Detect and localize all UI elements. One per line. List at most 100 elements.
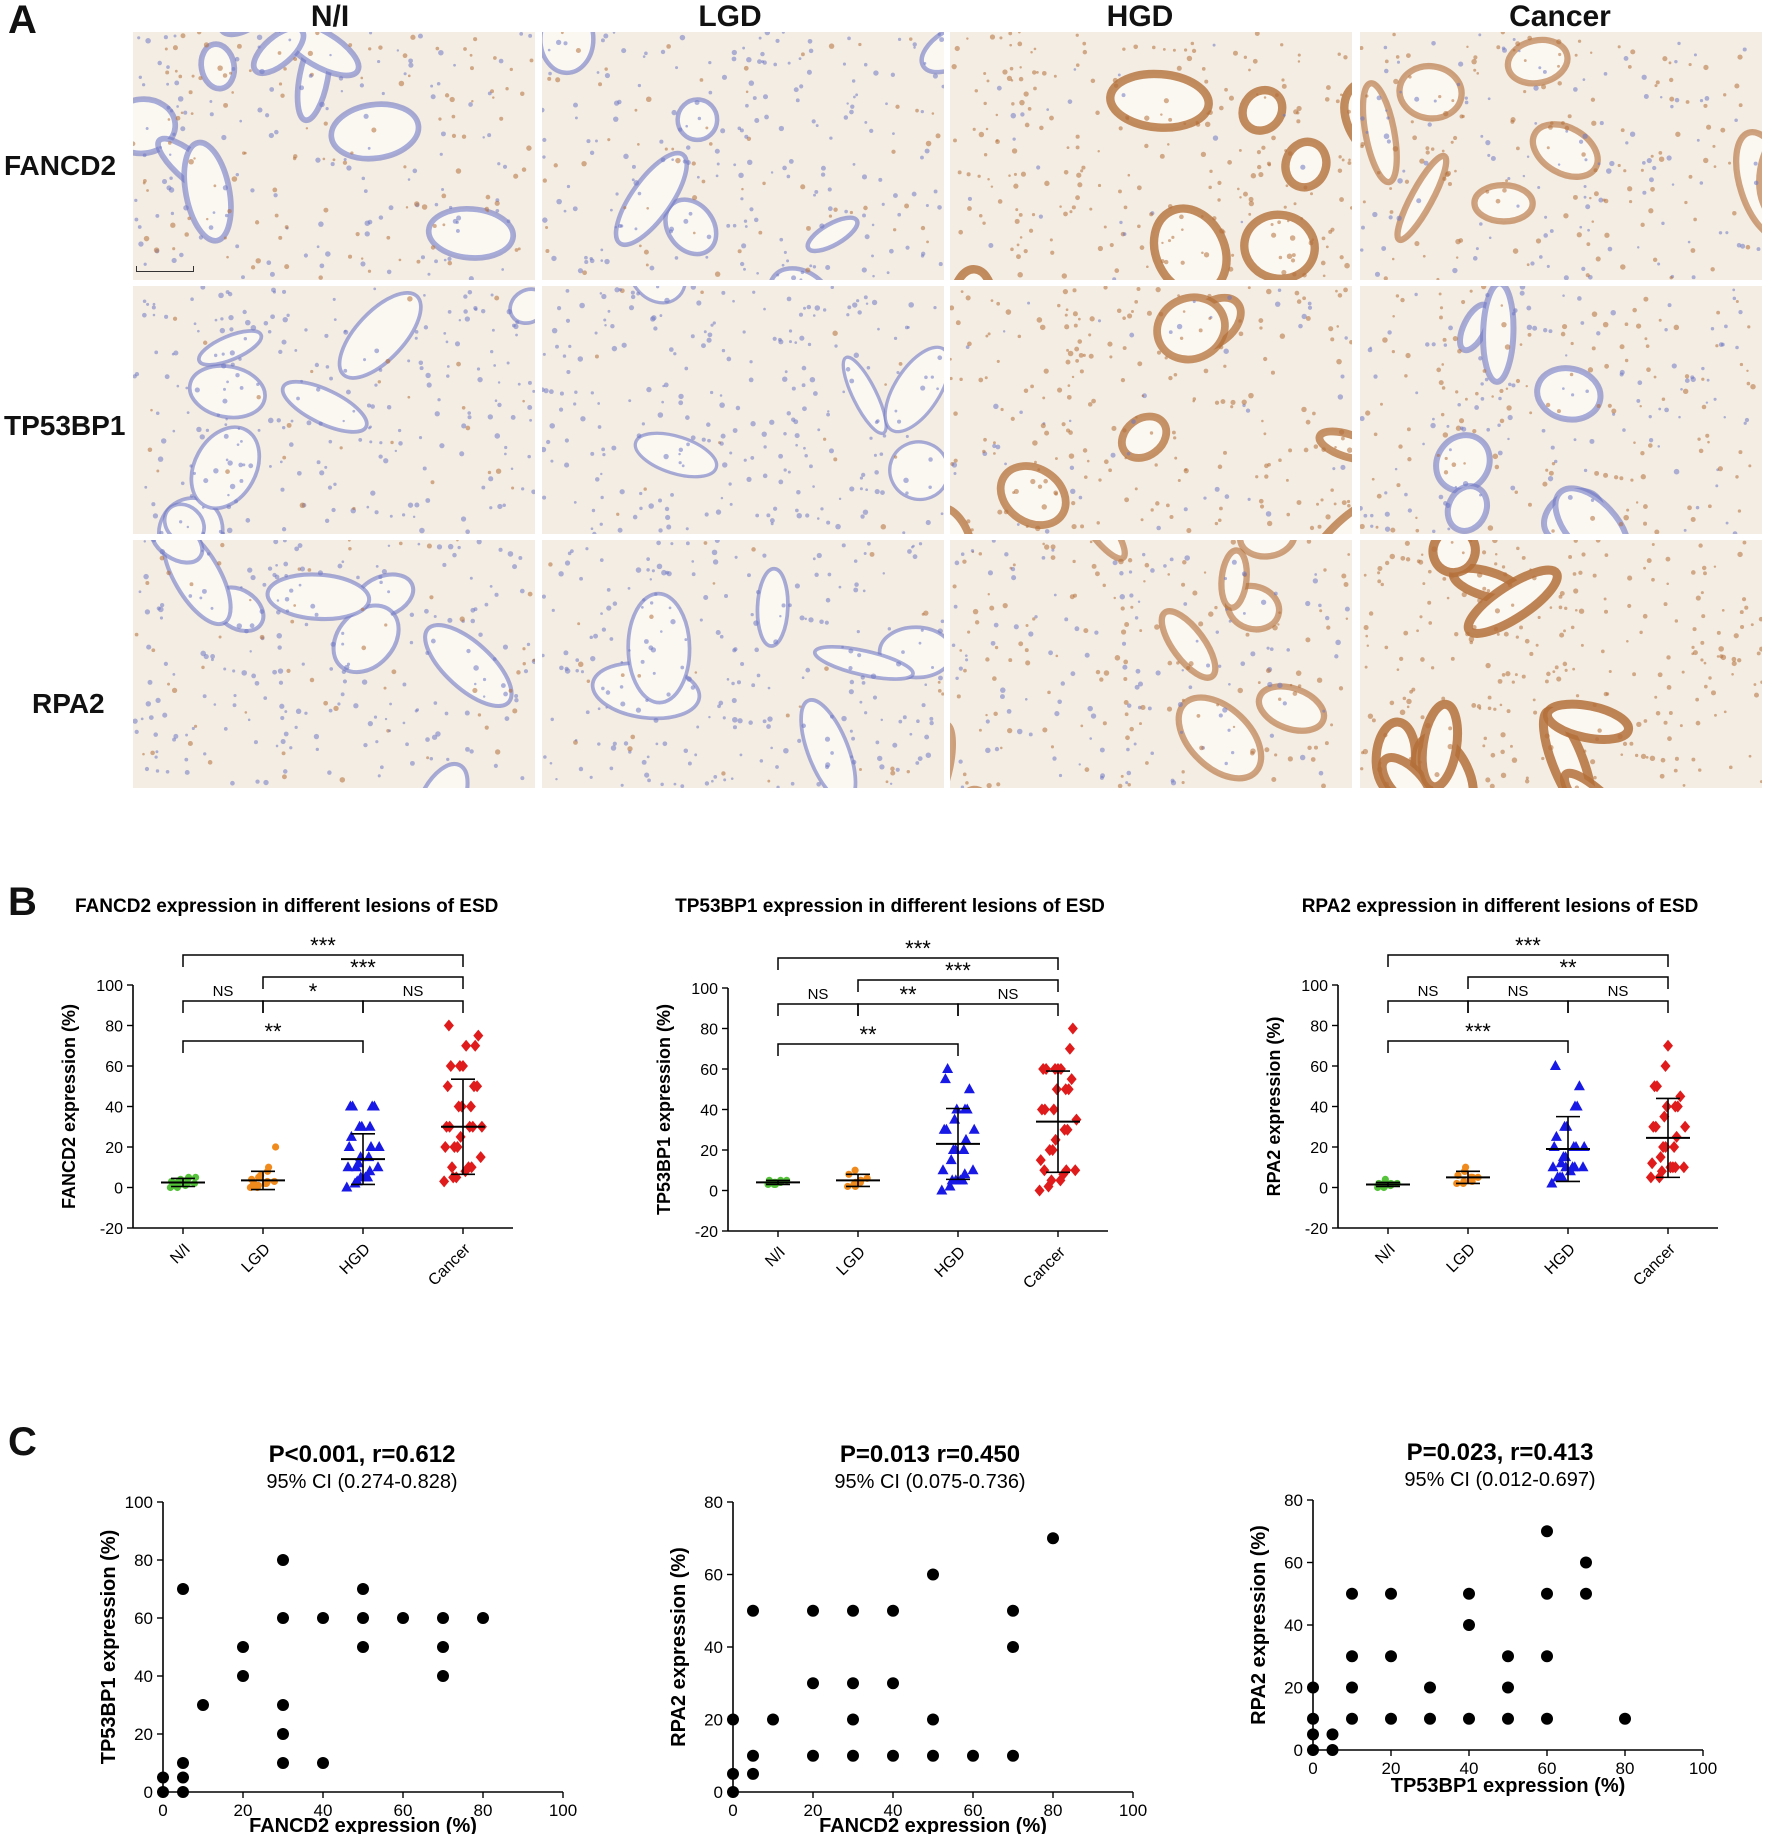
column-header-hgd: HGD — [1106, 0, 1174, 33]
x-tick-label: LGD — [1444, 1241, 1479, 1276]
x-axis-label: FANCD2 expression (%) — [819, 1815, 1047, 1834]
data-point — [197, 1699, 209, 1711]
data-point — [1385, 1650, 1397, 1663]
data-point — [1659, 1110, 1670, 1123]
data-point — [177, 1757, 189, 1769]
data-point — [1541, 1525, 1553, 1538]
data-point — [1580, 1587, 1592, 1600]
x-tick-label: LGD — [239, 1241, 274, 1276]
data-point — [927, 1568, 939, 1581]
data-point — [747, 1767, 759, 1780]
data-point — [263, 1177, 271, 1186]
data-point — [1039, 1164, 1050, 1177]
data-point — [1385, 1712, 1397, 1725]
data-point — [352, 1157, 364, 1168]
row-label-rpa2: RPA2 — [32, 688, 105, 719]
x-tick-label: LGD — [834, 1244, 869, 1279]
data-point — [397, 1612, 409, 1624]
data-point — [442, 1080, 453, 1093]
y-tick-label: 0 — [1319, 1181, 1328, 1198]
x-tick-label: 100 — [1119, 1801, 1147, 1820]
data-point — [1326, 1744, 1339, 1756]
data-point — [936, 1184, 948, 1195]
data-point — [1541, 1650, 1553, 1663]
data-point — [177, 1771, 189, 1784]
data-point — [452, 1141, 463, 1153]
data-point — [466, 1161, 477, 1174]
data-point — [942, 1063, 954, 1073]
data-point — [1547, 1161, 1559, 1172]
x-tick-label: 80 — [474, 1801, 493, 1820]
x-tick-label: 0 — [1308, 1759, 1317, 1778]
chart-title: RPA2 expression in different lesions of … — [1302, 896, 1699, 917]
micrograph-tp53bp1-ni — [133, 286, 535, 534]
significance-bracket — [777, 1043, 959, 1056]
x-tick-label: 40 — [884, 1801, 903, 1820]
significance-label: NS — [403, 983, 424, 1000]
data-point — [1660, 1060, 1671, 1072]
data-point — [365, 1141, 377, 1151]
x-tick-label: 60 — [964, 1801, 983, 1820]
data-point — [1051, 1083, 1062, 1096]
data-point — [277, 1728, 289, 1740]
significance-bracket — [182, 1040, 364, 1053]
data-point — [1039, 1103, 1050, 1116]
data-point — [1346, 1681, 1358, 1694]
data-point — [343, 1141, 355, 1151]
data-point — [1061, 1164, 1072, 1177]
data-point — [1307, 1744, 1319, 1756]
data-point — [927, 1713, 939, 1726]
y-tick-label: 20 — [1284, 1679, 1303, 1698]
data-point — [1326, 1728, 1339, 1741]
data-point — [1424, 1681, 1436, 1694]
chart-title: TP53BP1 expression in different lesions … — [675, 896, 1105, 917]
y-tick-label: 100 — [125, 1493, 153, 1512]
micrograph-rpa2-cancer — [1360, 540, 1762, 788]
y-tick-label: 20 — [700, 1143, 718, 1160]
data-point — [1550, 1130, 1562, 1141]
y-tick-label: 0 — [1294, 1741, 1303, 1760]
significance-label: ** — [1559, 955, 1577, 980]
micrograph-rpa2-ni — [133, 540, 535, 788]
x-tick-label: Cancer — [425, 1240, 474, 1289]
chart-title: P<0.001, r=0.612 — [269, 1441, 456, 1468]
data-point — [265, 1163, 273, 1171]
data-point — [1007, 1749, 1019, 1762]
y-tick-label: 60 — [1310, 1059, 1328, 1076]
significance-label: *** — [905, 936, 931, 961]
micrograph-tp53bp1-hgd — [950, 286, 1352, 534]
data-point — [477, 1612, 489, 1624]
x-tick-label: 20 — [234, 1801, 253, 1820]
x-tick-label: 0 — [158, 1801, 167, 1820]
y-tick-label: 20 — [134, 1725, 153, 1744]
data-point — [473, 1029, 484, 1042]
x-tick-label: 100 — [1689, 1759, 1717, 1778]
data-point — [1661, 1100, 1672, 1113]
data-point — [373, 1141, 385, 1151]
data-point — [437, 1641, 449, 1653]
data-point — [277, 1699, 289, 1711]
data-point — [807, 1677, 819, 1690]
y-axis-label: TP53BP1 expression (%) — [98, 1530, 120, 1765]
data-point — [1063, 1083, 1074, 1096]
y-axis-label: TP53BP1 expression (%) — [654, 1004, 674, 1215]
data-point — [357, 1583, 369, 1595]
chart-subtitle: 95% CI (0.012-0.697) — [1404, 1469, 1595, 1491]
scale-bar — [136, 266, 194, 272]
data-point — [455, 1130, 466, 1143]
y-tick-label: 0 — [714, 1783, 723, 1802]
data-point — [317, 1757, 329, 1769]
y-axis-label: RPA2 expression (%) — [1248, 1525, 1270, 1725]
significance-label: NS — [1418, 983, 1439, 1000]
data-point — [1650, 1120, 1661, 1133]
correlation-plot-2: P=0.013 r=0.450 95% CI (0.075-0.736) 0 20 40… — [668, 1441, 1147, 1834]
y-tick-label: 40 — [704, 1638, 723, 1657]
data-point — [250, 1179, 258, 1188]
data-point — [967, 1749, 979, 1762]
micrograph-tp53bp1-lgd — [542, 286, 944, 534]
data-point — [237, 1641, 249, 1653]
data-point — [851, 1166, 859, 1174]
data-point — [1070, 1164, 1081, 1177]
micrograph-fancd2-hgd — [950, 32, 1352, 280]
data-point — [1050, 1133, 1061, 1146]
